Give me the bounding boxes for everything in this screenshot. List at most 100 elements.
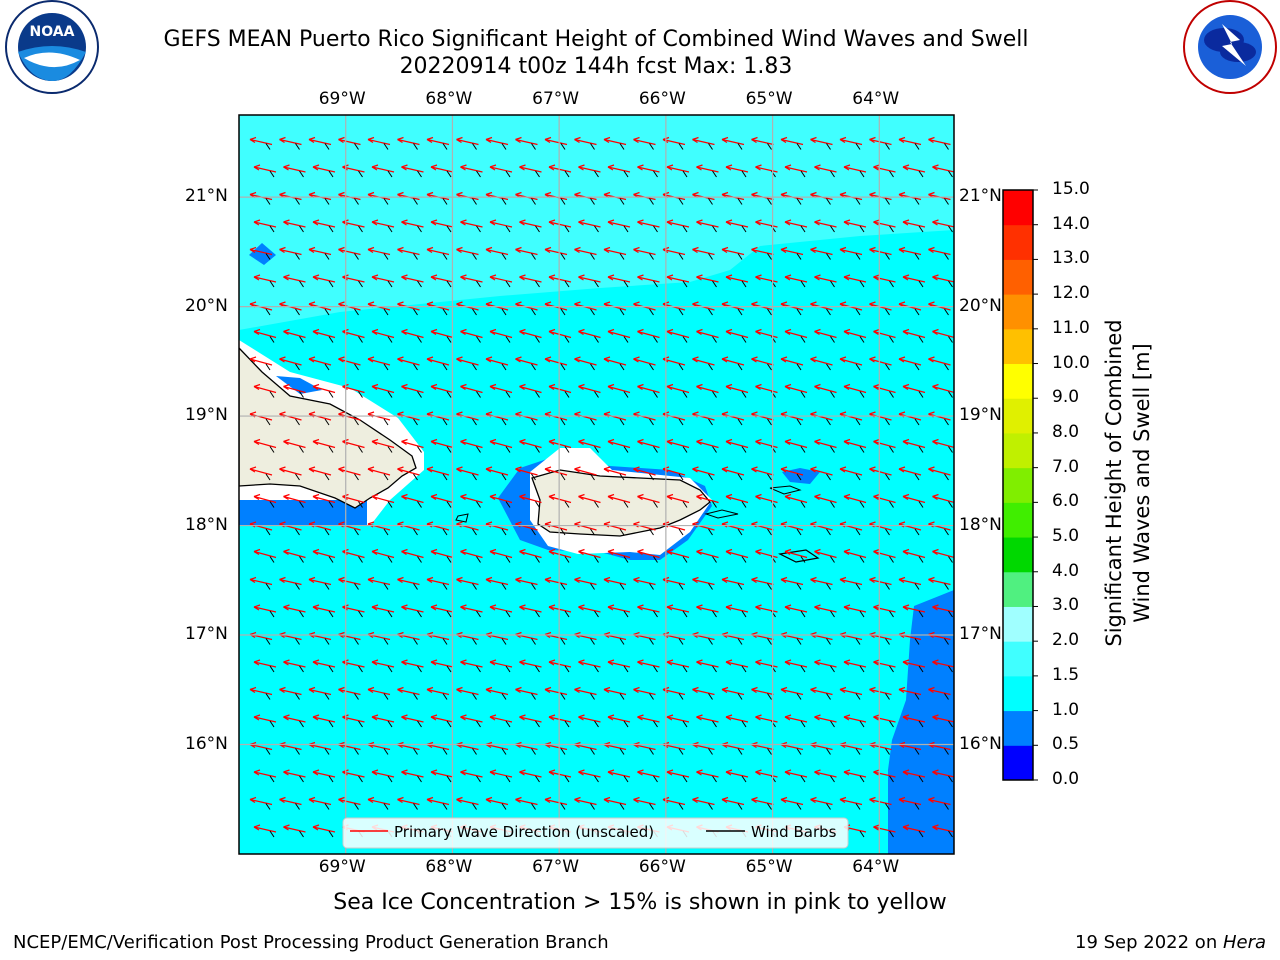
- colorbar-segment: [1003, 328, 1033, 365]
- wave-arrow: [401, 219, 424, 233]
- wave-arrow: [725, 604, 749, 618]
- wave-arrow: [666, 328, 690, 343]
- wave-arrow: [397, 411, 420, 426]
- wave-arrow: [308, 246, 332, 260]
- wave-arrow: [696, 438, 719, 453]
- wave-arrow: [371, 659, 395, 673]
- wave-arrow: [780, 246, 804, 260]
- wave-arrow: [810, 796, 833, 810]
- wave-arrow: [902, 604, 926, 618]
- wave-arrow: [637, 714, 660, 728]
- wave-arrow: [312, 274, 336, 288]
- wave-arrow: [312, 659, 336, 673]
- wave-arrow: [485, 246, 509, 260]
- wave-arrow: [283, 824, 306, 838]
- wave-arrow: [283, 493, 306, 508]
- wave-arrow: [898, 796, 922, 810]
- wave-arrow: [725, 493, 749, 508]
- wave-arrow: [578, 769, 601, 783]
- wave-arrow: [603, 136, 627, 150]
- wave-arrow: [814, 659, 837, 673]
- wave-arrow: [401, 548, 424, 563]
- wave-arrow: [253, 164, 277, 178]
- wave-arrow: [692, 246, 715, 260]
- lat-tick-label: 21°N: [959, 186, 1002, 207]
- wave-arrow: [578, 438, 601, 453]
- wave-arrow: [902, 659, 926, 673]
- lat-tick-label: 16°N: [185, 733, 228, 754]
- wave-arrow: [839, 576, 863, 590]
- wave-arrow: [489, 493, 513, 508]
- wave-arrow: [371, 219, 395, 233]
- lon-tick-label: 65°W: [745, 89, 793, 109]
- wave-arrow: [696, 219, 719, 233]
- wave-arrow: [898, 466, 922, 481]
- wave-arrow: [814, 328, 837, 343]
- wave-arrow: [633, 576, 656, 590]
- wave-arrow: [489, 769, 513, 783]
- wave-arrow: [839, 136, 863, 150]
- colorbar-segment: [1003, 745, 1033, 781]
- wave-arrow: [810, 246, 833, 260]
- wave-arrow: [810, 356, 833, 371]
- wave-arrow: [574, 301, 597, 316]
- wave-arrow: [725, 328, 749, 343]
- wave-arrow: [843, 328, 867, 343]
- wave-arrow: [873, 219, 896, 233]
- colorbar-tick-label: 14.0: [1052, 213, 1090, 234]
- wave-arrow: [692, 686, 715, 700]
- wave-arrow: [696, 164, 719, 178]
- colorbar-tick-label: 12.0: [1052, 283, 1090, 304]
- wave-arrow: [784, 659, 808, 673]
- wave-arrow: [544, 136, 568, 150]
- wave-arrow: [312, 383, 336, 398]
- wave-arrow: [312, 604, 336, 618]
- colorbar-tick-label: 4.0: [1052, 560, 1080, 581]
- wave-arrow: [401, 328, 424, 343]
- wave-arrow: [839, 356, 863, 371]
- wave-arrow: [456, 356, 479, 371]
- wave-arrow: [902, 328, 926, 343]
- wave-arrow: [607, 164, 631, 178]
- wave-arrow: [721, 246, 745, 260]
- wave-arrow: [637, 548, 660, 563]
- colorbar-segment: [1003, 224, 1033, 260]
- wave-arrow: [485, 356, 509, 371]
- wave-arrow: [456, 246, 479, 260]
- wave-arrow: [283, 164, 306, 178]
- wave-arrow: [843, 714, 867, 728]
- wave-arrow: [637, 769, 660, 783]
- wave-arrow: [283, 328, 306, 343]
- wave-arrow: [780, 576, 804, 590]
- wave-arrow: [253, 714, 277, 728]
- wave-arrow: [426, 796, 450, 810]
- wave-arrow: [253, 438, 277, 453]
- wave-arrow: [574, 246, 597, 260]
- wave-arrow: [603, 686, 627, 700]
- colorbar-tick-label: 0.0: [1052, 769, 1080, 789]
- wave-arrow: [637, 604, 660, 618]
- lat-tick-label: 19°N: [185, 405, 228, 426]
- wave-arrow: [283, 604, 306, 618]
- wave-arrow: [312, 714, 336, 728]
- wave-arrow: [607, 604, 631, 618]
- wave-arrow: [371, 328, 395, 343]
- wave-arrow: [814, 438, 837, 453]
- wave-arrow: [574, 136, 597, 150]
- wave-arrow: [932, 659, 954, 673]
- wave-arrow: [721, 576, 745, 590]
- wave-arrow: [666, 493, 690, 508]
- lon-tick-label: 68°W: [425, 89, 473, 109]
- wave-arrow: [253, 328, 277, 343]
- colorbar-segment: [1003, 710, 1033, 746]
- wave-arrow: [456, 466, 479, 481]
- wave-arrow: [338, 466, 361, 481]
- wave-arrow: [751, 686, 774, 700]
- lat-tick-label: 18°N: [185, 514, 228, 535]
- wave-arrow: [751, 356, 774, 371]
- wave-arrow: [574, 466, 597, 481]
- wave-arrow: [515, 356, 538, 371]
- wave-arrow: [519, 659, 542, 673]
- wave-arrow: [430, 714, 454, 728]
- colorbar-tick-label: 13.0: [1052, 248, 1090, 269]
